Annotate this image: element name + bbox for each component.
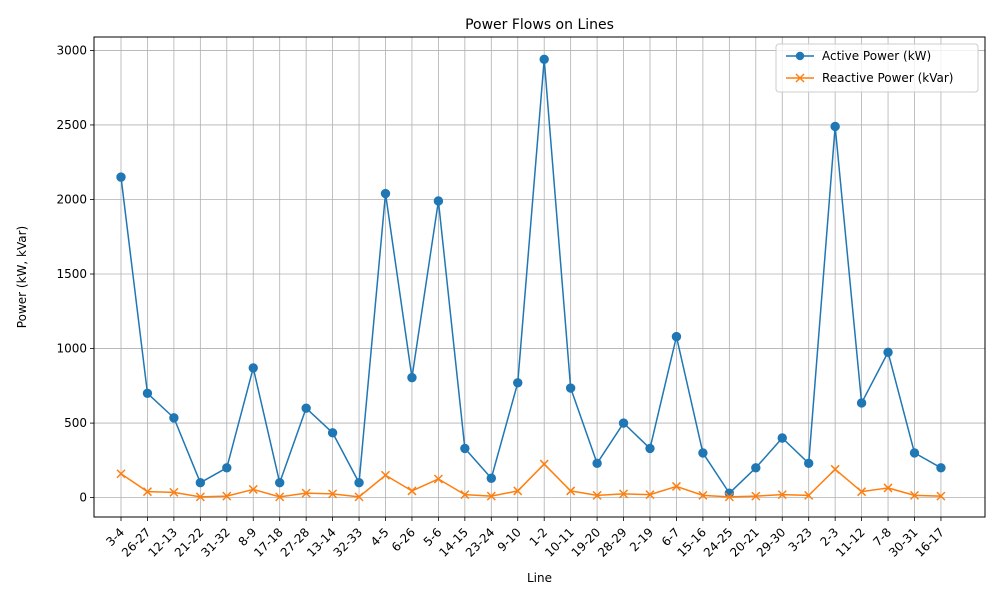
data-point bbox=[301, 403, 311, 413]
chart-title: Power Flows on Lines bbox=[465, 17, 614, 33]
data-point bbox=[328, 489, 338, 499]
y-tick-label: 1500 bbox=[56, 267, 87, 281]
data-point bbox=[169, 413, 179, 423]
data-point bbox=[222, 463, 232, 473]
data-point bbox=[275, 492, 285, 502]
data-point bbox=[592, 490, 602, 500]
y-tick-label: 0 bbox=[79, 491, 87, 505]
data-point bbox=[460, 490, 470, 500]
series-1 bbox=[116, 459, 946, 502]
data-point bbox=[830, 121, 840, 132]
data-point bbox=[671, 331, 682, 342]
legend-marker bbox=[795, 73, 805, 83]
data-point bbox=[883, 483, 893, 493]
data-point bbox=[565, 383, 576, 393]
data-point bbox=[222, 491, 232, 501]
data-point bbox=[142, 388, 153, 398]
data-point bbox=[936, 491, 946, 501]
data-point bbox=[645, 490, 655, 500]
data-point bbox=[407, 372, 417, 383]
data-point bbox=[645, 443, 655, 454]
data-point bbox=[539, 459, 549, 469]
data-point bbox=[804, 458, 814, 469]
data-point bbox=[909, 448, 920, 458]
data-point bbox=[936, 463, 946, 473]
series-0 bbox=[116, 54, 946, 498]
data-point bbox=[857, 487, 867, 497]
x-axis-label: Line bbox=[527, 571, 552, 585]
data-point bbox=[751, 463, 761, 473]
data-point bbox=[116, 469, 126, 479]
legend-items: Active Power (kW) Reactive Power (kVar) bbox=[786, 49, 953, 85]
data-point bbox=[275, 478, 285, 488]
data-point bbox=[354, 492, 364, 502]
data-point bbox=[407, 486, 417, 496]
data-point bbox=[354, 478, 364, 488]
data-point bbox=[698, 490, 708, 500]
series-line bbox=[120, 58, 942, 494]
data-point bbox=[433, 474, 443, 484]
data-point bbox=[169, 487, 179, 497]
data-point bbox=[433, 196, 444, 206]
y-tick-label: 1000 bbox=[56, 342, 87, 356]
series-layer bbox=[116, 54, 946, 502]
legend-label: Reactive Power (kVar) bbox=[822, 71, 953, 85]
data-point bbox=[486, 491, 496, 501]
legend: Active Power (kW) Reactive Power (kVar) bbox=[775, 43, 979, 93]
data-point bbox=[804, 490, 814, 500]
y-tick-label: 3000 bbox=[56, 43, 87, 57]
data-point bbox=[248, 484, 258, 494]
data-point bbox=[301, 488, 311, 498]
data-point bbox=[380, 470, 391, 480]
data-point bbox=[619, 489, 629, 499]
plot-frame bbox=[93, 36, 986, 518]
data-point bbox=[248, 363, 258, 373]
series-line bbox=[120, 463, 941, 498]
y-tick-label: 2000 bbox=[56, 192, 87, 206]
data-point bbox=[618, 418, 629, 428]
legend-label: Active Power (kW) bbox=[822, 49, 931, 63]
data-point bbox=[698, 448, 708, 458]
data-point bbox=[751, 491, 761, 501]
y-axis-label: Power (kW, kVar) bbox=[15, 226, 29, 328]
data-point bbox=[380, 188, 391, 199]
data-point bbox=[486, 473, 496, 483]
data-point bbox=[724, 492, 734, 502]
data-point bbox=[830, 464, 840, 474]
data-point bbox=[327, 428, 338, 438]
data-point bbox=[116, 172, 126, 182]
data-point bbox=[539, 54, 549, 65]
data-point bbox=[195, 492, 205, 502]
data-point bbox=[909, 490, 920, 500]
data-point bbox=[856, 398, 867, 408]
data-point bbox=[592, 458, 602, 469]
data-point bbox=[777, 490, 787, 500]
legend-box bbox=[775, 43, 979, 93]
data-point bbox=[460, 443, 470, 454]
data-point bbox=[513, 486, 523, 496]
y-tick-label: 500 bbox=[64, 416, 87, 430]
data-point bbox=[142, 487, 152, 497]
data-point bbox=[513, 378, 523, 388]
legend-marker bbox=[795, 51, 805, 61]
data-point bbox=[883, 347, 893, 357]
data-point bbox=[671, 481, 681, 491]
data-point bbox=[566, 486, 576, 496]
y-tick-label: 2500 bbox=[56, 118, 87, 132]
data-point bbox=[195, 478, 206, 488]
data-point bbox=[777, 433, 787, 443]
